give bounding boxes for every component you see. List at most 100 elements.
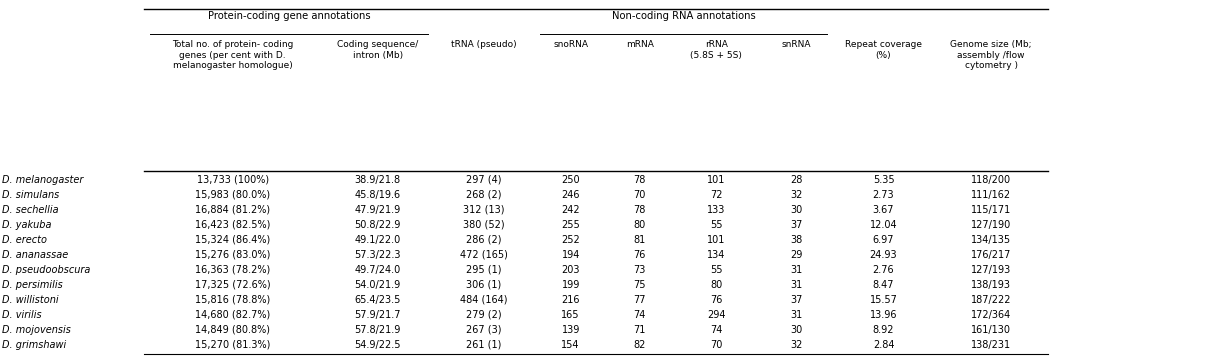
Text: D. ananassae: D. ananassae <box>2 250 68 260</box>
Text: 74: 74 <box>710 325 722 335</box>
Text: 6.97: 6.97 <box>873 235 895 245</box>
Text: 31: 31 <box>791 265 803 275</box>
Text: 29: 29 <box>791 250 803 260</box>
Text: 78: 78 <box>633 175 646 185</box>
Text: Total no. of protein- coding
genes (per cent with D.
melanogaster homologue): Total no. of protein- coding genes (per … <box>172 40 293 70</box>
Text: 74: 74 <box>633 310 646 320</box>
Text: 246: 246 <box>561 190 580 200</box>
Text: D. virilis: D. virilis <box>2 310 42 320</box>
Text: 14,849 (80.8%): 14,849 (80.8%) <box>196 325 270 335</box>
Text: 70: 70 <box>710 340 722 350</box>
Text: 250: 250 <box>561 175 580 185</box>
Text: 297 (4): 297 (4) <box>466 175 502 185</box>
Text: 134/135: 134/135 <box>971 235 1011 245</box>
Text: D. persimilis: D. persimilis <box>2 280 64 290</box>
Text: 76: 76 <box>633 250 646 260</box>
Text: 484 (164): 484 (164) <box>461 295 507 305</box>
Text: 3.67: 3.67 <box>873 205 895 215</box>
Text: 5.35: 5.35 <box>873 175 895 185</box>
Text: D. pseudoobscura: D. pseudoobscura <box>2 265 90 275</box>
Text: D. melanogaster: D. melanogaster <box>2 175 84 185</box>
Text: 54.9/22.5: 54.9/22.5 <box>354 340 401 350</box>
Text: 31: 31 <box>791 280 803 290</box>
Text: 101: 101 <box>706 235 726 245</box>
Text: 268 (2): 268 (2) <box>466 190 502 200</box>
Text: rRNA
(5.8S + 5S): rRNA (5.8S + 5S) <box>690 40 742 60</box>
Text: Coding sequence/
intron (Mb): Coding sequence/ intron (Mb) <box>337 40 418 60</box>
Text: 49.7/24.0: 49.7/24.0 <box>354 265 401 275</box>
Text: 37: 37 <box>791 295 803 305</box>
Text: 134: 134 <box>706 250 726 260</box>
Text: 216: 216 <box>561 295 580 305</box>
Text: 127/193: 127/193 <box>971 265 1011 275</box>
Text: 15,270 (81.3%): 15,270 (81.3%) <box>196 340 270 350</box>
Text: 115/171: 115/171 <box>971 205 1011 215</box>
Text: 30: 30 <box>791 325 803 335</box>
Text: D. grimshawi: D. grimshawi <box>2 340 67 350</box>
Text: 38.9/21.8: 38.9/21.8 <box>354 175 401 185</box>
Text: 187/222: 187/222 <box>970 295 1012 305</box>
Text: 199: 199 <box>561 280 580 290</box>
Text: 101: 101 <box>706 175 726 185</box>
Text: 76: 76 <box>710 295 722 305</box>
Text: 161/130: 161/130 <box>971 325 1011 335</box>
Text: 8.47: 8.47 <box>873 280 895 290</box>
Text: D. yakuba: D. yakuba <box>2 220 53 230</box>
Text: 176/217: 176/217 <box>970 250 1012 260</box>
Text: 75: 75 <box>633 280 646 290</box>
Text: 2.73: 2.73 <box>873 190 895 200</box>
Text: 57.8/21.9: 57.8/21.9 <box>354 325 401 335</box>
Text: 2.84: 2.84 <box>873 340 895 350</box>
Text: 15,983 (80.0%): 15,983 (80.0%) <box>196 190 270 200</box>
Text: 57.3/22.3: 57.3/22.3 <box>354 250 401 260</box>
Text: 30: 30 <box>791 205 803 215</box>
Text: 16,363 (78.2%): 16,363 (78.2%) <box>196 265 270 275</box>
Text: 165: 165 <box>561 310 580 320</box>
Text: 13.96: 13.96 <box>870 310 897 320</box>
Text: 72: 72 <box>710 190 722 200</box>
Text: 2.76: 2.76 <box>873 265 895 275</box>
Text: 81: 81 <box>633 235 646 245</box>
Text: 279 (2): 279 (2) <box>466 310 502 320</box>
Text: 267 (3): 267 (3) <box>466 325 502 335</box>
Text: 294: 294 <box>706 310 726 320</box>
Text: 73: 73 <box>633 265 646 275</box>
Text: Non-coding RNA annotations: Non-coding RNA annotations <box>612 11 755 21</box>
Text: 261 (1): 261 (1) <box>467 340 501 350</box>
Text: 54.0/21.9: 54.0/21.9 <box>354 280 401 290</box>
Text: 15.57: 15.57 <box>870 295 897 305</box>
Text: D. erecto: D. erecto <box>2 235 48 245</box>
Text: 32: 32 <box>791 190 803 200</box>
Text: 133: 133 <box>706 205 726 215</box>
Text: 295 (1): 295 (1) <box>466 265 502 275</box>
Text: 172/364: 172/364 <box>971 310 1011 320</box>
Text: 380 (52): 380 (52) <box>463 220 505 230</box>
Text: 32: 32 <box>791 340 803 350</box>
Text: 138/193: 138/193 <box>971 280 1011 290</box>
Text: 65.4/23.5: 65.4/23.5 <box>354 295 401 305</box>
Text: 203: 203 <box>561 265 580 275</box>
Text: 80: 80 <box>633 220 646 230</box>
Text: 31: 31 <box>791 310 803 320</box>
Text: 78: 78 <box>633 205 646 215</box>
Text: 472 (165): 472 (165) <box>459 250 508 260</box>
Text: tRNA (pseudo): tRNA (pseudo) <box>451 40 517 49</box>
Text: 77: 77 <box>633 295 646 305</box>
Text: 312 (13): 312 (13) <box>463 205 505 215</box>
Text: 82: 82 <box>633 340 646 350</box>
Text: 28: 28 <box>791 175 803 185</box>
Text: D. mojovensis: D. mojovensis <box>2 325 71 335</box>
Text: D. willistoni: D. willistoni <box>2 295 59 305</box>
Text: 118/200: 118/200 <box>971 175 1011 185</box>
Text: 154: 154 <box>561 340 580 350</box>
Text: 55: 55 <box>710 265 722 275</box>
Text: Protein-coding gene annotations: Protein-coding gene annotations <box>208 11 370 21</box>
Text: Genome size (Mb;
assembly /flow
cytometry ): Genome size (Mb; assembly /flow cytometr… <box>951 40 1031 70</box>
Text: D. simulans: D. simulans <box>2 190 60 200</box>
Text: 71: 71 <box>633 325 646 335</box>
Text: 139: 139 <box>561 325 580 335</box>
Text: 15,276 (83.0%): 15,276 (83.0%) <box>196 250 270 260</box>
Text: 111/162: 111/162 <box>971 190 1011 200</box>
Text: snRNA: snRNA <box>782 40 811 49</box>
Text: 38: 38 <box>791 235 803 245</box>
